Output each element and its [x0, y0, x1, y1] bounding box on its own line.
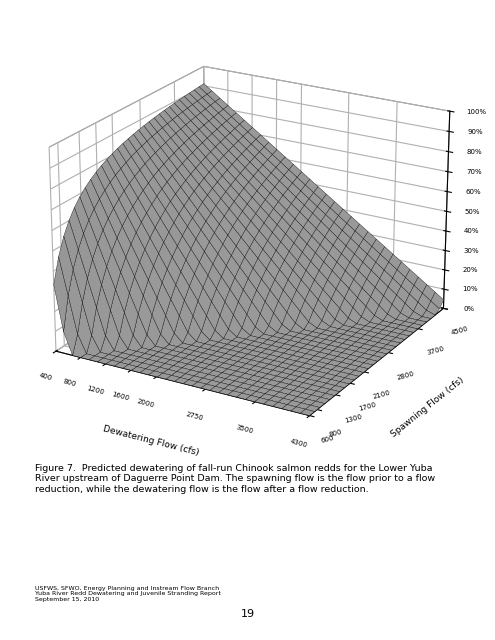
Text: 19: 19: [241, 609, 254, 620]
Text: Figure 7.  Predicted dewatering of fall-run Chinook salmon redds for the Lower Y: Figure 7. Predicted dewatering of fall-r…: [35, 464, 435, 494]
Y-axis label: Spawning Flow (cfs): Spawning Flow (cfs): [389, 376, 465, 440]
Text: USFWS, SFWO, Energy Planning and Instream Flow Branch
Yuba River Redd Dewatering: USFWS, SFWO, Energy Planning and Instrea…: [35, 586, 221, 602]
X-axis label: Dewatering Flow (cfs): Dewatering Flow (cfs): [101, 424, 199, 458]
